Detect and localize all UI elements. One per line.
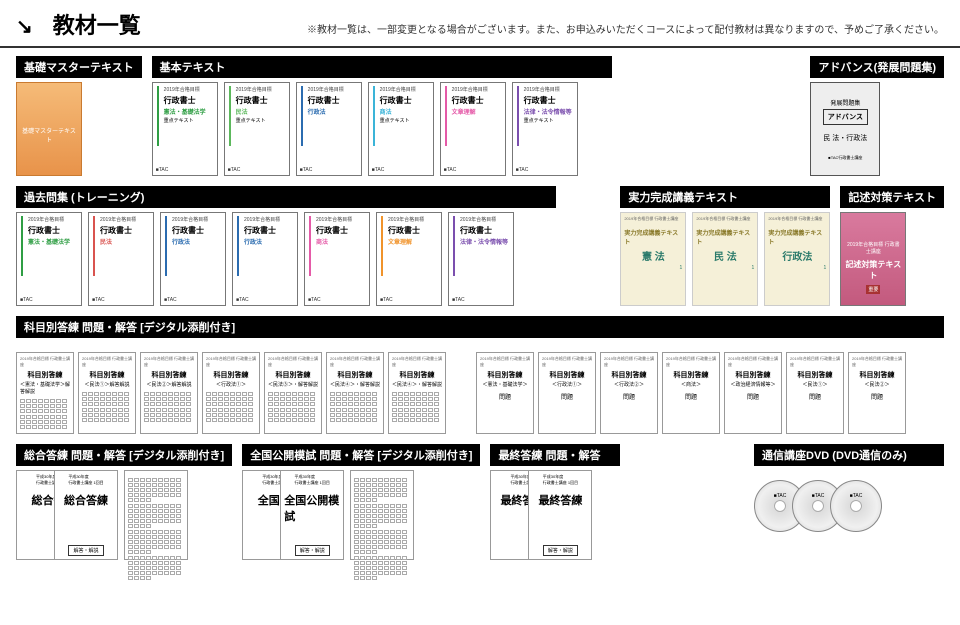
group-advance: アドバンス(発展問題集) 発展問題集 アドバンス 民 法・行政法 ■TAC行政書… <box>810 56 944 176</box>
textbook: 2019年合格目標行政書士憲法・基礎法学■TAC <box>16 212 82 306</box>
textbook: 2019年合格目標行政書士法律・法令情報等■TAC <box>448 212 514 306</box>
textbook: 2019年合格目標行政書士行政法■TAC <box>296 82 362 176</box>
practice-sheet: 平成30年度行政書士講座 1回目総合答練解答・解説 <box>54 470 118 560</box>
answer-sheet: 2019年合格目標 行政書士講座科目別答練＜民法④＞・解答解説 <box>326 352 384 434</box>
section-kako: 過去問集 (トレーニング) <box>16 186 556 208</box>
kamoku-right: 2019年合格目標 行政書士講座科目別答練＜憲法・基礎法学＞問題2019年合格目… <box>476 352 906 434</box>
header: ↘ 教材一覧 ※教材一覧は、一部変更となる場合がございます。また、お申込みいただ… <box>0 0 960 44</box>
section-kihon: 基本テキスト <box>152 56 612 78</box>
group-kiso: 基礎マスターテキスト 基礎マスターテキスト <box>16 56 142 176</box>
advance-label2: アドバンス <box>823 109 868 125</box>
textbook: 2019年合格目標行政書士商法■TAC <box>304 212 370 306</box>
sogo-sheets: 平成30年度行政書士講座総合答平成30年度行政書士講座 1回目総合答練解答・解説 <box>16 470 232 560</box>
practice-table <box>124 470 188 560</box>
section-kiso: 基礎マスターテキスト <box>16 56 142 78</box>
dvd-stack: ■TAC ■TAC ■TAC <box>754 470 944 532</box>
group-zenkoku: 全国公開模試 問題・解答 [デジタル添削付き] 平成30年度行政書士講座全国公平… <box>242 444 480 560</box>
group-saishu: 最終答練 問題・解答 平成30年度行政書士講座最終答練平成30年度行政書士講座 … <box>490 444 620 560</box>
textbook: 2019年合格目標行政書士行政法■TAC <box>232 212 298 306</box>
advance-label1: 発展問題集 <box>830 98 860 107</box>
advance-label3: 民 法・行政法 <box>823 133 867 143</box>
section-saishu: 最終答練 問題・解答 <box>490 444 620 466</box>
kako-books: 2019年合格目標行政書士憲法・基礎法学■TAC2019年合格目標行政書士民法■… <box>16 212 556 306</box>
answer-sheet: 2019年合格目標 行政書士講座科目別答練＜民法②＞解答解説 <box>140 352 198 434</box>
kijutsu-badge: 重要 <box>866 285 880 294</box>
answer-sheet: 2019年合格目標 行政書士講座科目別答練＜民法①＞解答解説 <box>78 352 136 434</box>
kamoku-left: 2019年合格目標 行政書士講座科目別答練＜憲法・基礎法学＞解答解説2019年合… <box>16 352 446 434</box>
group-dvd: 通信講座DVD (DVD通信のみ) ■TAC ■TAC ■TAC <box>754 444 944 560</box>
group-kijutsu: 記述対策テキスト 2019年合格目標 行政書士講座 記述対策テキスト 重要 <box>840 186 944 306</box>
jitsuryoku-book: 2019年合格目標 行政書士講座実力完成講義テキスト民 法1 <box>692 212 758 306</box>
arrow-icon: ↘ <box>16 14 33 39</box>
section-kijutsu: 記述対策テキスト <box>840 186 944 208</box>
textbook: 2019年合格目標行政書士憲法・基礎法学重点テキスト■TAC <box>152 82 218 176</box>
kijutsu-book: 2019年合格目標 行政書士講座 記述対策テキスト 重要 <box>840 212 906 306</box>
practice-sheet: 平成30年度行政書士講座 1回目全国公開模試解答・解説 <box>280 470 344 560</box>
kijutsu-label: 記述対策テキスト <box>845 259 901 281</box>
textbook: 2019年合格目標行政書士行政法■TAC <box>160 212 226 306</box>
textbook: 2019年合格目標行政書士文章理解■TAC <box>376 212 442 306</box>
page-title: 教材一覧 <box>53 8 141 40</box>
kihon-books: 2019年合格目標行政書士憲法・基礎法学重点テキスト■TAC2019年合格目標行… <box>152 82 612 176</box>
question-sheet: 2019年合格目標 行政書士講座科目別答練＜行政法①＞問題 <box>538 352 596 434</box>
kijutsu-pretitle: 2019年合格目標 行政書士講座 <box>845 241 901 255</box>
advance-brand: ■TAC行政書士講座 <box>828 155 862 161</box>
section-jitsuryoku: 実力完成講義テキスト <box>620 186 830 208</box>
textbook: 2019年合格目標行政書士文章理解■TAC <box>440 82 506 176</box>
group-sogo: 総合答練 問題・解答 [デジタル添削付き] 平成30年度行政書士講座総合答平成3… <box>16 444 232 560</box>
row-1: 基礎マスターテキスト 基礎マスターテキスト 基本テキスト 2019年合格目標行政… <box>0 56 960 186</box>
jitsu-books: 2019年合格目標 行政書士講座実力完成講義テキスト憲 法12019年合格目標 … <box>620 212 830 306</box>
textbook: 2019年合格目標行政書士民法■TAC <box>88 212 154 306</box>
row-2: 過去問集 (トレーニング) 2019年合格目標行政書士憲法・基礎法学■TAC20… <box>0 186 960 316</box>
question-sheet: 2019年合格目標 行政書士講座科目別答練＜民法①＞問題 <box>786 352 844 434</box>
section-dvd: 通信講座DVD (DVD通信のみ) <box>754 444 944 466</box>
book-kiso: 基礎マスターテキスト <box>16 82 82 176</box>
zenkoku-sheets: 平成30年度行政書士講座全国公平成30年度行政書士講座 1回目全国公開模試解答・… <box>242 470 480 560</box>
practice-sheet: 平成30年度行政書士講座 1回目最終答練解答・解説 <box>528 470 592 560</box>
row-4: 総合答練 問題・解答 [デジタル添削付き] 平成30年度行政書士講座総合答平成3… <box>0 444 960 570</box>
answer-sheet: 2019年合格目標 行政書士講座科目別答練＜憲法・基礎法学＞解答解説 <box>16 352 74 434</box>
question-sheet: 2019年合格目標 行政書士講座科目別答練＜商法＞問題 <box>662 352 720 434</box>
question-sheet: 2019年合格目標 行政書士講座科目別答練＜憲法・基礎法学＞問題 <box>476 352 534 434</box>
group-kako: 過去問集 (トレーニング) 2019年合格目標行政書士憲法・基礎法学■TAC20… <box>16 186 556 306</box>
saishu-sheets: 平成30年度行政書士講座最終答練平成30年度行政書士講座 1回目最終答練解答・解… <box>490 470 620 560</box>
section-kamoku: 科目別答練 問題・解答 [デジタル添削付き] <box>16 316 944 338</box>
question-sheet: 2019年合格目標 行政書士講座科目別答練＜民法②＞問題 <box>848 352 906 434</box>
practice-table <box>350 470 414 560</box>
answer-sheet: 2019年合格目標 行政書士講座科目別答練＜民法③＞・解答解説 <box>264 352 322 434</box>
section-advance: アドバンス(発展問題集) <box>810 56 944 78</box>
question-sheet: 2019年合格目標 行政書士講座科目別答練＜政治経済情報等＞問題 <box>724 352 782 434</box>
textbook: 2019年合格目標行政書士法律・法令情報等重点テキスト■TAC <box>512 82 578 176</box>
jitsuryoku-book: 2019年合格目標 行政書士講座実力完成講義テキスト行政法1 <box>764 212 830 306</box>
advance-book: 発展問題集 アドバンス 民 法・行政法 ■TAC行政書士講座 <box>810 82 880 176</box>
header-note: ※教材一覧は、一部変更となる場合がございます。また、お申込みいただくコースによっ… <box>307 21 944 36</box>
jitsuryoku-book: 2019年合格目標 行政書士講座実力完成講義テキスト憲 法1 <box>620 212 686 306</box>
row-3: 科目別答練 問題・解答 [デジタル添削付き] 2019年合格目標 行政書士講座科… <box>0 316 960 444</box>
textbook: 2019年合格目標行政書士民法重点テキスト■TAC <box>224 82 290 176</box>
group-jitsuryoku: 実力完成講義テキスト 2019年合格目標 行政書士講座実力完成講義テキスト憲 法… <box>620 186 830 306</box>
question-sheet: 2019年合格目標 行政書士講座科目別答練＜行政法②＞問題 <box>600 352 658 434</box>
section-sogo: 総合答練 問題・解答 [デジタル添削付き] <box>16 444 232 466</box>
answer-sheet: 2019年合格目標 行政書士講座科目別答練＜行政法①＞ <box>202 352 260 434</box>
book-kiso-label: 基礎マスターテキスト <box>20 126 78 144</box>
divider <box>0 46 960 48</box>
textbook: 2019年合格目標行政書士商法重点テキスト■TAC <box>368 82 434 176</box>
group-kihon: 基本テキスト 2019年合格目標行政書士憲法・基礎法学重点テキスト■TAC201… <box>152 56 612 176</box>
section-zenkoku: 全国公開模試 問題・解答 [デジタル添削付き] <box>242 444 480 466</box>
answer-sheet: 2019年合格目標 行政書士講座科目別答練＜民法④＞・解答解説 <box>388 352 446 434</box>
dvd-disc: ■TAC <box>830 480 882 532</box>
